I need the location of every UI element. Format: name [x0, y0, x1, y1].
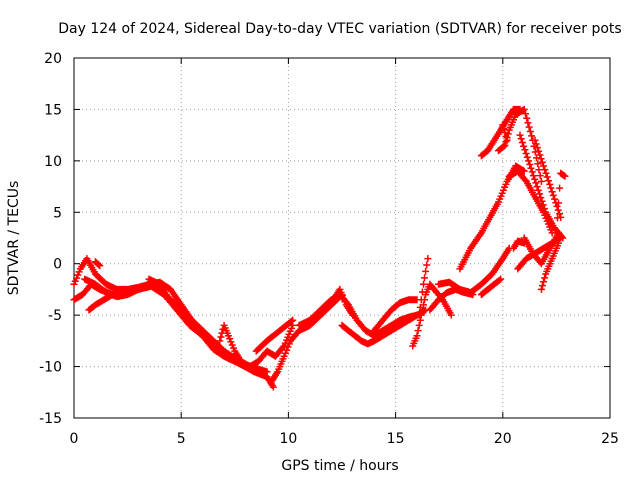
series-track-29	[552, 169, 569, 237]
data-point-markers	[415, 255, 432, 319]
data-point-markers	[516, 131, 567, 242]
series-track-7	[216, 321, 297, 371]
y-tick-label: -15	[39, 411, 62, 427]
y-tick-label: 10	[44, 154, 62, 170]
series-track-28	[537, 239, 562, 293]
y-tick-label: 0	[53, 257, 62, 273]
data-point-markers	[323, 285, 357, 319]
data-point-markers	[81, 275, 260, 374]
series-track-27	[520, 229, 562, 268]
series-track-6	[145, 275, 170, 299]
x-tick-label: 20	[494, 431, 512, 447]
data-point-markers	[435, 244, 513, 296]
y-tick-label: -5	[48, 308, 62, 324]
data-point-markers	[85, 291, 117, 314]
data-point-markers	[370, 296, 421, 335]
x-tick-label: 5	[177, 431, 186, 447]
series-track-19	[477, 275, 505, 299]
y-tick-label: 15	[44, 102, 62, 118]
series-track-8	[252, 316, 297, 355]
data-point-markers	[510, 237, 528, 252]
data-point-markers	[537, 239, 562, 293]
chart-title: Day 124 of 2024, Sidereal Day-to-day VTE…	[58, 21, 621, 37]
data-point-markers	[552, 169, 569, 237]
data-point-markers	[145, 275, 170, 299]
series-track-5	[91, 258, 104, 270]
data-point-markers	[216, 321, 297, 371]
x-tick-label: 10	[279, 431, 297, 447]
data-point-markers	[267, 291, 346, 386]
series-track-11	[323, 285, 357, 319]
data-point-markers	[477, 275, 505, 299]
data-point-markers	[456, 162, 528, 273]
series-track-15	[415, 255, 432, 319]
series-track-18	[456, 162, 528, 273]
series-track-3	[81, 275, 260, 374]
data-point-markers	[91, 258, 104, 270]
series-track-4	[85, 291, 117, 314]
plot-frame	[73, 57, 611, 419]
y-axis-label: SDTVAR / TECUs	[6, 181, 22, 296]
series-track-9	[267, 291, 346, 386]
x-tick-label: 25	[601, 431, 619, 447]
series-track-13	[370, 296, 421, 335]
x-tick-label: 0	[70, 431, 79, 447]
x-tick-label: 15	[387, 431, 405, 447]
y-tick-label: 20	[44, 51, 62, 67]
series-track-17	[435, 244, 513, 296]
data-point-markers	[252, 316, 297, 355]
y-tick-label: 5	[53, 205, 62, 221]
x-axis-ticks: 0 5 10 15 20 25	[70, 58, 619, 447]
series-track-30	[510, 237, 528, 252]
data-point-markers	[499, 121, 511, 144]
y-tick-label: -10	[39, 360, 62, 376]
series-track-10	[295, 291, 421, 340]
data-points	[70, 105, 569, 391]
data-point-markers	[295, 291, 421, 340]
grid-lines	[74, 58, 610, 418]
data-point-markers	[520, 229, 562, 268]
series-track-22	[499, 121, 511, 144]
series-track-24	[516, 131, 567, 242]
x-axis-label: GPS time / hours	[281, 458, 398, 474]
y-axis-ticks: -15 -10 -5 0 5 10 15 20	[39, 51, 610, 427]
